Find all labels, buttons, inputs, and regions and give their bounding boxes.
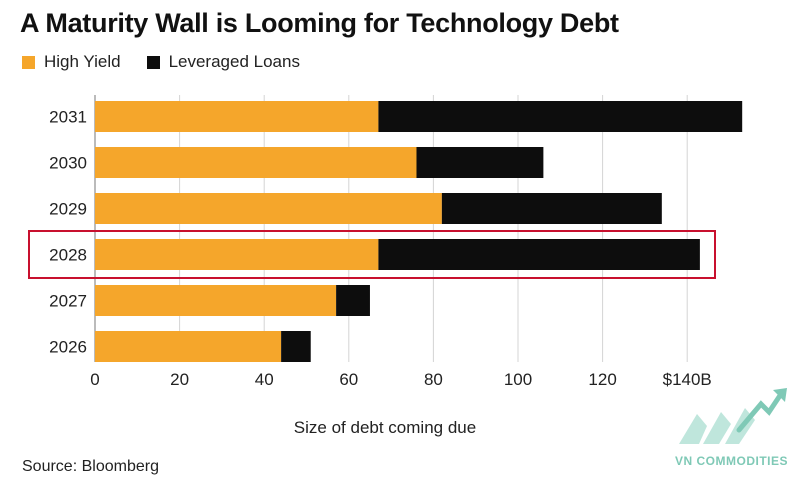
- x-axis-label: Size of debt coming due: [294, 418, 476, 437]
- y-tick-label-2031: 2031: [49, 108, 87, 127]
- legend-item-high-yield: High Yield: [22, 52, 121, 72]
- bar-2030-leveraged-loans: [416, 147, 544, 178]
- x-tick-label-0: 0: [90, 370, 99, 389]
- watermark-icon: [679, 388, 787, 444]
- y-tick-label-2026: 2026: [49, 338, 87, 357]
- bar-2029-leveraged-loans: [441, 193, 662, 224]
- x-tick-label-120: 120: [588, 370, 616, 389]
- x-tick-label-20: 20: [170, 370, 189, 389]
- x-tick-label-80: 80: [424, 370, 443, 389]
- legend-swatch-leveraged-loans: [146, 55, 160, 69]
- bar-2031-leveraged-loans: [378, 101, 743, 132]
- source-note: Source: Bloomberg: [22, 458, 159, 475]
- y-tick-label-2030: 2030: [49, 154, 87, 173]
- bar-2031-high-yield: [95, 101, 379, 132]
- x-tick-label-60: 60: [339, 370, 358, 389]
- bar-2029-high-yield: [95, 193, 442, 224]
- legend: High Yield Leveraged Loans: [22, 52, 326, 72]
- legend-item-leveraged-loans: Leveraged Loans: [146, 52, 300, 72]
- x-tick-label-140: $140B: [663, 370, 712, 389]
- legend-label-leveraged-loans: Leveraged Loans: [168, 52, 300, 71]
- y-tick-label-2029: 2029: [49, 200, 87, 219]
- bar-2028-high-yield: [95, 239, 379, 270]
- x-tick-label-40: 40: [255, 370, 274, 389]
- legend-swatch-high-yield: [22, 55, 35, 69]
- bar-2026-leveraged-loans: [281, 331, 311, 362]
- highlight-box-2028: [28, 230, 716, 279]
- bar-2027-high-yield: [95, 285, 337, 316]
- x-tick-label-100: 100: [504, 370, 532, 389]
- bar-2030-high-yield: [95, 147, 417, 178]
- watermark-logo: VN COMMODITIES: [669, 384, 794, 480]
- watermark-text: VN COMMODITIES: [674, 454, 788, 468]
- y-tick-label-2027: 2027: [49, 292, 87, 311]
- bar-2028-leveraged-loans: [378, 239, 700, 270]
- y-tick-label-2028: 2028: [49, 246, 87, 265]
- bar-2027-leveraged-loans: [336, 285, 370, 316]
- bar-2026-high-yield: [95, 331, 282, 362]
- chart-title: A Maturity Wall is Looming for Technolog…: [20, 8, 619, 38]
- legend-label-high-yield: High Yield: [44, 52, 121, 71]
